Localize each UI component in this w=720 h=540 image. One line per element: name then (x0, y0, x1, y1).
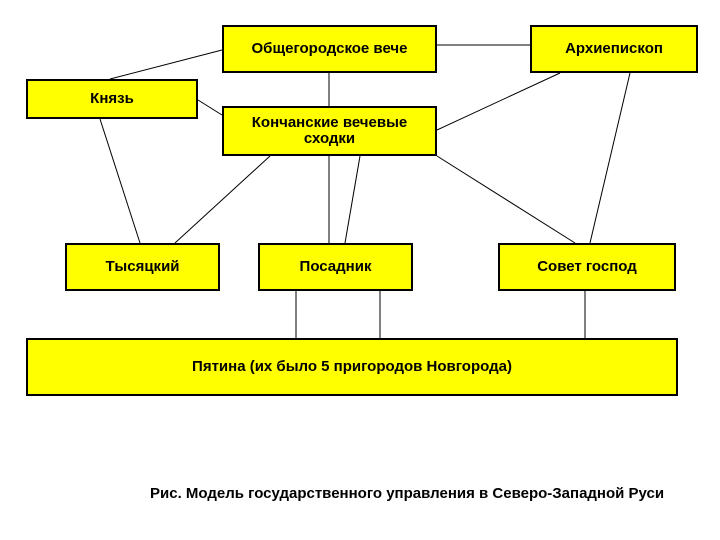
node-pyatina: Пятина (их было 5 пригородов Новгорода) (26, 338, 678, 396)
node-label: Совет господ (537, 259, 637, 276)
node-label: Князь (90, 91, 134, 108)
node-label: Общегородское вече (252, 41, 408, 58)
node-label: Посадник (300, 259, 372, 276)
node-veche: Общегородское вече (222, 25, 437, 73)
node-label: Тысяцкий (105, 259, 179, 276)
node-tysyatsky: Тысяцкий (65, 243, 220, 291)
node-sovet: Совет господ (498, 243, 676, 291)
node-knyaz: Князь (26, 79, 198, 119)
node-label: Архиепископ (565, 41, 663, 58)
node-label: Кончанские вечевые сходки (230, 115, 429, 148)
node-archbishop: Архиепископ (530, 25, 698, 73)
node-posadnik: Посадник (258, 243, 413, 291)
figure-caption: Рис. Модель государственного управления … (150, 485, 664, 502)
node-label: Пятина (их было 5 пригородов Новгорода) (192, 359, 512, 376)
node-skhodki: Кончанские вечевые сходки (222, 106, 437, 156)
diagram-canvas: { "diagram": { "type": "flowchart", "bac… (0, 0, 720, 540)
